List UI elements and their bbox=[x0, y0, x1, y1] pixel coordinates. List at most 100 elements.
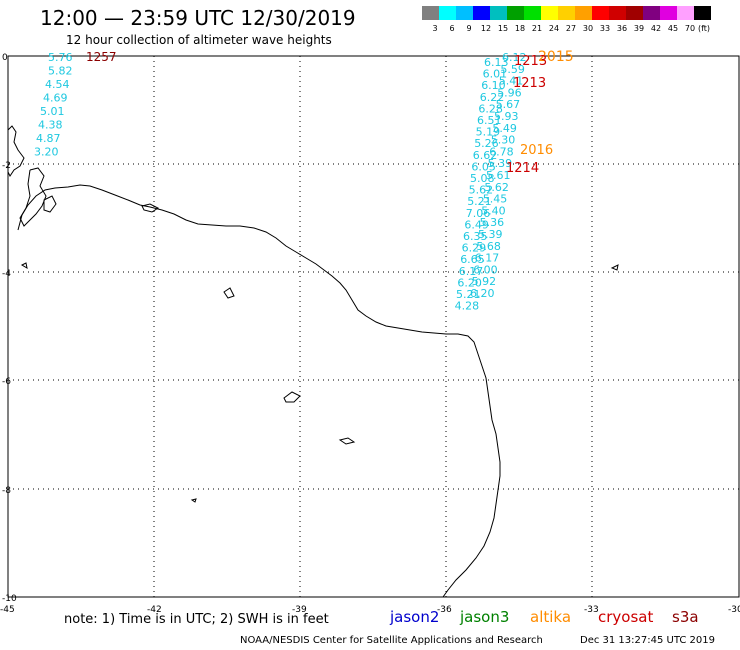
wave-height-label: 4.28 bbox=[455, 300, 480, 313]
wave-height-label: 6.20 bbox=[470, 287, 495, 300]
island bbox=[283, 391, 301, 403]
wave-height-label: 6.22 bbox=[480, 91, 505, 104]
colorbar-legend: 3 6 9 12 15 18 21 24 27 30 33 36 39 42 45 70 (ft) bbox=[422, 6, 711, 33]
pass-time-label: 1213 bbox=[513, 76, 546, 91]
wave-height-label: 5.62 bbox=[469, 184, 494, 197]
colorbar-tick-label: 45 bbox=[668, 24, 678, 33]
pass-time-label: 1214 bbox=[506, 161, 539, 176]
wave-height-label: 6.01 bbox=[483, 68, 508, 81]
island bbox=[141, 203, 159, 213]
footnote: note: 1) Time is in UTC; 2) SWH is in fe… bbox=[64, 612, 329, 627]
wave-height-label: 4.87 bbox=[36, 132, 61, 145]
colorbar-swatch bbox=[541, 6, 558, 20]
wave-height-label: 4.69 bbox=[43, 92, 68, 105]
colorbar-tick-label: 21 bbox=[532, 24, 542, 33]
island bbox=[190, 498, 197, 503]
colorbar-swatch bbox=[439, 6, 456, 20]
wave-height-label: 6.00 bbox=[473, 263, 498, 276]
wave-height-label: 6.20 bbox=[457, 276, 482, 289]
map-subtitle: 12 hour collection of altimeter wave hei… bbox=[66, 33, 332, 47]
colorbar-tick-label: 3 bbox=[432, 24, 437, 33]
colorbar-swatch bbox=[524, 6, 541, 20]
coastline bbox=[17, 184, 501, 598]
wave-height-label: 5.45 bbox=[483, 193, 508, 206]
colorbar-swatch bbox=[660, 6, 677, 20]
wave-height-label: 5.26 bbox=[474, 137, 499, 150]
mission-legend-item: jason2 bbox=[390, 608, 440, 626]
wave-height-label: 6.05 bbox=[471, 160, 496, 173]
wave-height-label: 5.49 bbox=[492, 122, 517, 135]
colorbar-tick-label: 33 bbox=[600, 24, 610, 33]
wave-height-label: 6.12 bbox=[502, 51, 527, 64]
altimeter-track-right: 6.136.016.106.226.286.515.195.266.626.05… bbox=[455, 49, 574, 313]
y-tick-label: -8 bbox=[2, 486, 11, 496]
wave-height-label: 6.35 bbox=[463, 230, 488, 243]
wave-height-label: 6.62 bbox=[473, 149, 498, 162]
mission-legend-item: s3a bbox=[672, 608, 699, 626]
wave-height-label: 5.30 bbox=[491, 134, 516, 147]
colorbar-tick-label: 30 bbox=[583, 24, 593, 33]
colorbar-tick-label: 70 bbox=[685, 24, 695, 33]
pass-time-label: 1213 bbox=[514, 54, 547, 69]
colorbar-swatch bbox=[626, 6, 643, 20]
wave-height-label: 5.01 bbox=[40, 105, 65, 118]
colorbar-tick-label: 27 bbox=[566, 24, 576, 33]
pass-time-label: 1257 bbox=[86, 50, 117, 64]
x-tick-label: -36 bbox=[437, 605, 452, 615]
island bbox=[610, 264, 619, 271]
colorbar-swatch bbox=[609, 6, 626, 20]
wave-height-label: 3.20 bbox=[34, 146, 59, 159]
wave-height-label: 5.76 bbox=[48, 51, 73, 64]
colorbar-tick-label: 39 bbox=[634, 24, 644, 33]
colorbar-tick-label: 42 bbox=[651, 24, 661, 33]
generated-timestamp: Dec 31 13:27:45 UTC 2019 bbox=[580, 635, 715, 646]
pass-time-label: 2016 bbox=[520, 143, 553, 158]
colorbar-unit-label: (ft) bbox=[698, 24, 710, 33]
wave-height-label: 5.82 bbox=[48, 65, 73, 78]
wave-height-label: 5.39 bbox=[488, 157, 512, 170]
mission-legend-item: cryosat bbox=[598, 608, 654, 626]
colorbar-swatch bbox=[643, 6, 660, 20]
wave-height-label: 5.93 bbox=[494, 110, 519, 123]
wave-height-label: 7.06 bbox=[466, 207, 491, 220]
x-tick-label: -42 bbox=[147, 605, 162, 615]
wave-height-label: 4.38 bbox=[38, 119, 63, 132]
colorbar-swatch bbox=[677, 6, 694, 20]
credit-line: NOAA/NESDIS Center for Satellite Applica… bbox=[240, 635, 543, 646]
wave-height-label: 6.13 bbox=[484, 56, 509, 69]
colorbar-swatch bbox=[592, 6, 609, 20]
wave-height-label: 5.67 bbox=[496, 98, 520, 111]
wave-height-label: 6.65 bbox=[460, 253, 485, 266]
wave-height-label: 5.62 bbox=[484, 181, 509, 194]
wave-height-label: 5.68 bbox=[476, 240, 501, 253]
map-title: 12:00 — 23:59 UTC 12/30/2019 bbox=[40, 6, 356, 30]
wave-height-label: 5.41 bbox=[499, 75, 524, 88]
colorbar-swatch bbox=[507, 6, 524, 20]
y-tick-label: -6 bbox=[2, 377, 11, 387]
wave-height-label: 5.21 bbox=[467, 195, 492, 208]
colorbar-swatch bbox=[456, 6, 473, 20]
wave-height-label: 6.17 bbox=[459, 265, 484, 278]
colorbar-tick-label: 24 bbox=[549, 24, 559, 33]
y-tick-label: -2 bbox=[2, 161, 11, 171]
plot-frame bbox=[7, 55, 740, 598]
colorbar-swatch bbox=[558, 6, 575, 20]
wave-height-label: 4.54 bbox=[45, 78, 70, 91]
y-tick-label: -4 bbox=[2, 269, 11, 279]
colorbar-tick-label: 18 bbox=[515, 24, 525, 33]
wave-height-label: 5.40 bbox=[481, 204, 506, 217]
wave-height-label: 6.10 bbox=[481, 79, 506, 92]
altimeter-track-left: 5.765.824.544.695.014.384.873.20 1257 bbox=[34, 50, 117, 159]
mission-legend-item: jason3 bbox=[460, 608, 510, 626]
wave-height-label: 5.36 bbox=[480, 216, 505, 229]
colorbar-tick-label: 6 bbox=[449, 24, 454, 33]
colorbar-swatch bbox=[490, 6, 507, 20]
colorbar-swatch bbox=[422, 6, 439, 20]
wave-height-label: 6.78 bbox=[489, 145, 514, 158]
y-tick-label: -10 bbox=[2, 594, 17, 604]
x-tick-label: -45 bbox=[0, 605, 15, 615]
wave-height-label: 6.29 bbox=[462, 242, 487, 255]
wave-height-label: 5.19 bbox=[476, 126, 501, 139]
x-tick-label: -39 bbox=[292, 605, 307, 615]
colorbar-swatch bbox=[473, 6, 490, 20]
